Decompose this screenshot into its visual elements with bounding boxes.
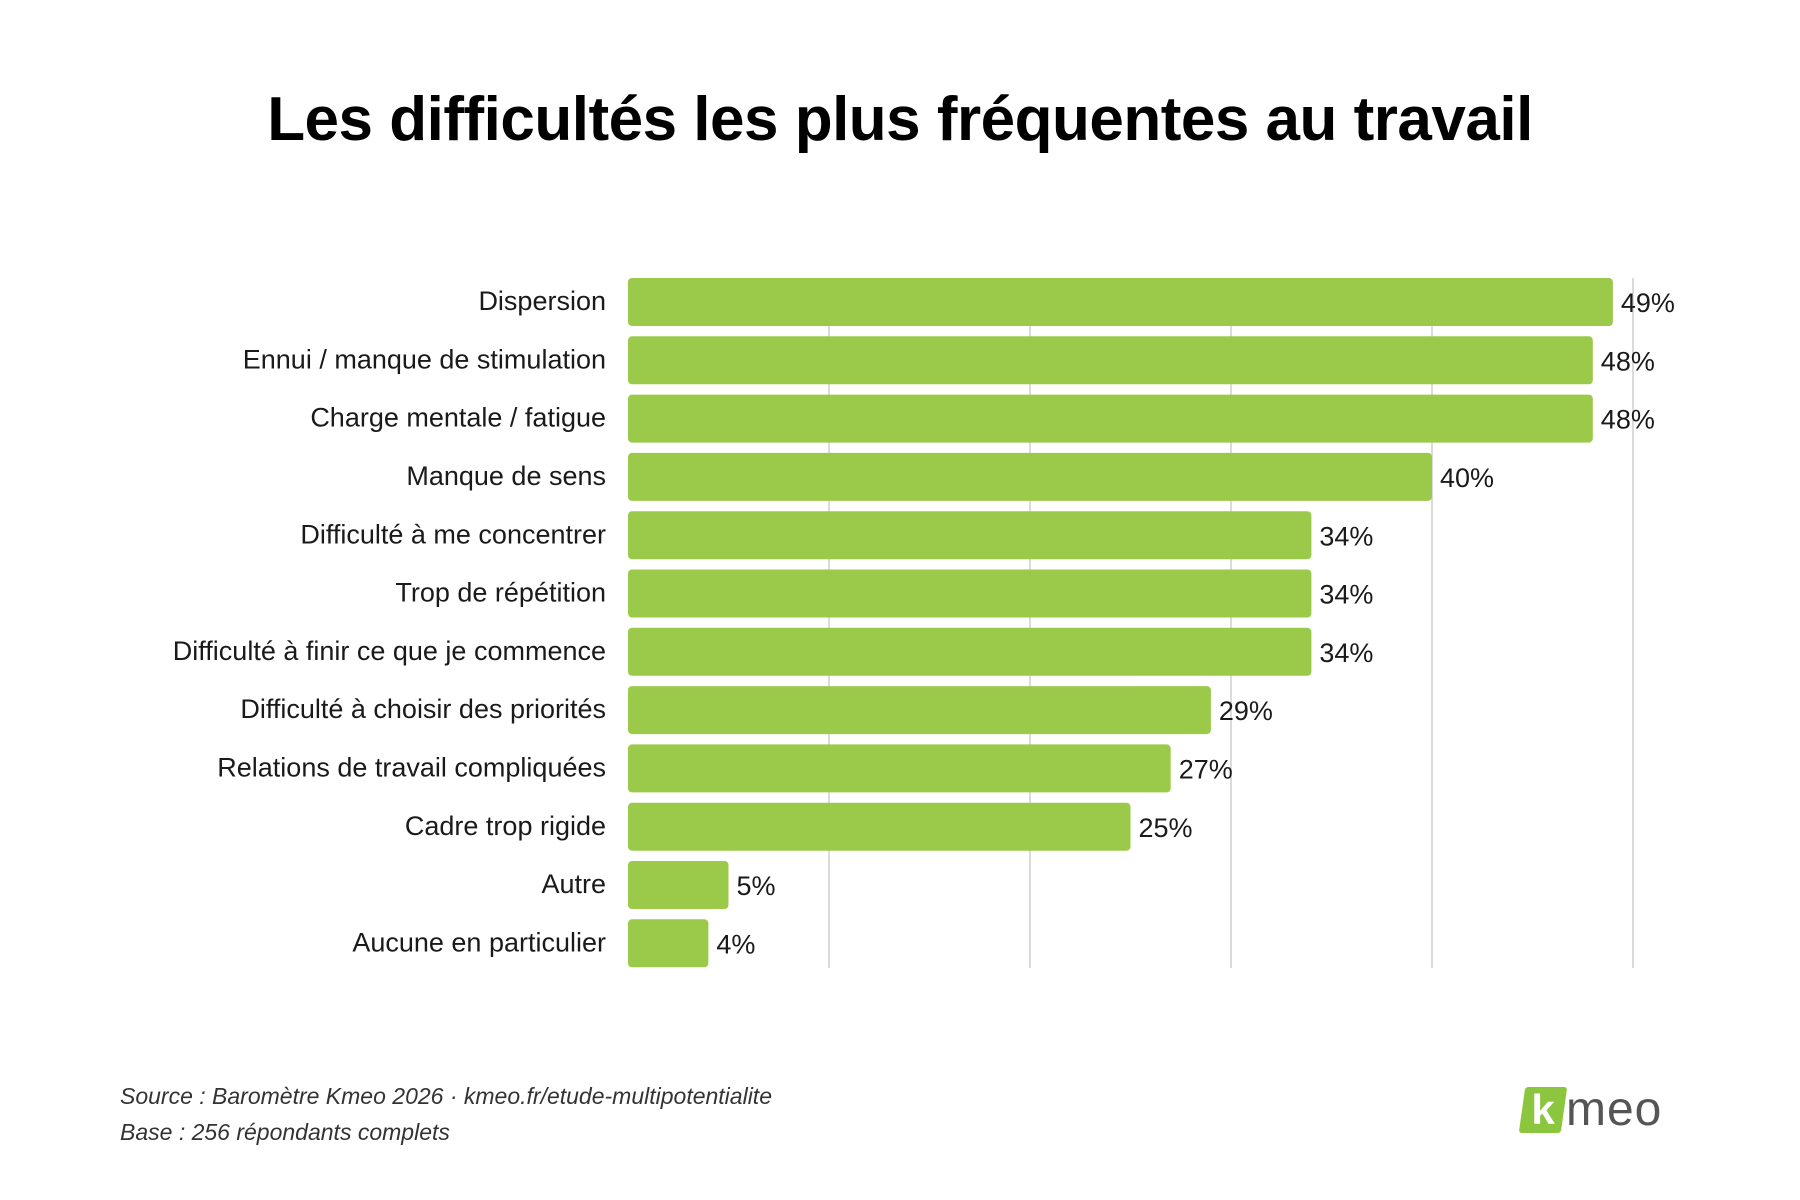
value-label: 27% xyxy=(1179,755,1233,785)
value-label: 4% xyxy=(716,929,755,959)
category-label: Difficulté à me concentrer xyxy=(300,519,606,549)
category-label: Manque de sens xyxy=(406,461,606,491)
bar xyxy=(628,627,1312,676)
value-label: 34% xyxy=(1319,638,1373,668)
value-label: 29% xyxy=(1219,696,1273,726)
value-label: 48% xyxy=(1601,346,1655,376)
category-label: Aucune en particulier xyxy=(352,927,606,957)
bar xyxy=(628,802,1131,851)
bars xyxy=(628,278,1613,968)
category-label: Difficulté à finir ce que je commence xyxy=(173,636,606,666)
bar xyxy=(628,569,1312,618)
bar xyxy=(628,744,1171,793)
footer: Source : Baromètre Kmeo 2026 · kmeo.fr/e… xyxy=(120,1078,772,1150)
category-label: Cadre trop rigide xyxy=(405,811,606,841)
chart-title: Les difficultés les plus fréquentes au t… xyxy=(267,85,1533,154)
bar xyxy=(628,511,1312,560)
value-label: 5% xyxy=(737,871,776,901)
value-label: 48% xyxy=(1601,405,1655,435)
bar xyxy=(628,278,1613,326)
category-label: Trop de répétition xyxy=(395,578,606,608)
category-label: Dispersion xyxy=(478,286,606,316)
gridlines xyxy=(828,278,1634,968)
bar xyxy=(628,861,729,909)
category-labels: Dispersion Ennui / manque de stimulation C… xyxy=(173,286,606,957)
value-label: 34% xyxy=(1319,580,1373,610)
base-text: Base : 256 répondants complets xyxy=(120,1119,450,1145)
bar xyxy=(628,919,709,968)
bar xyxy=(628,394,1593,443)
category-label: Ennui / manque de stimulation xyxy=(243,344,606,374)
bar xyxy=(628,452,1432,501)
kmeo-logo: k meo xyxy=(1512,1083,1692,1139)
source-text: Source : Baromètre Kmeo 2026 · kmeo.fr/e… xyxy=(120,1083,772,1109)
value-label: 25% xyxy=(1139,813,1193,843)
bar xyxy=(628,336,1593,385)
category-label: Relations de travail compliquées xyxy=(217,753,606,783)
value-label: 49% xyxy=(1621,288,1675,318)
bar xyxy=(628,686,1211,735)
category-label: Charge mentale / fatigue xyxy=(310,403,606,433)
value-label: 40% xyxy=(1440,463,1494,493)
category-label: Autre xyxy=(541,869,606,899)
category-label: Difficulté à choisir des priorités xyxy=(240,694,606,724)
value-labels: 49% 48% 48% 40% 34% 34% 34% 29% 27% 25% 5% 4% xyxy=(716,288,1675,959)
value-label: 34% xyxy=(1319,521,1373,551)
logo-mark: k xyxy=(1518,1086,1568,1133)
logo-wordmark: meo xyxy=(1566,1083,1663,1136)
